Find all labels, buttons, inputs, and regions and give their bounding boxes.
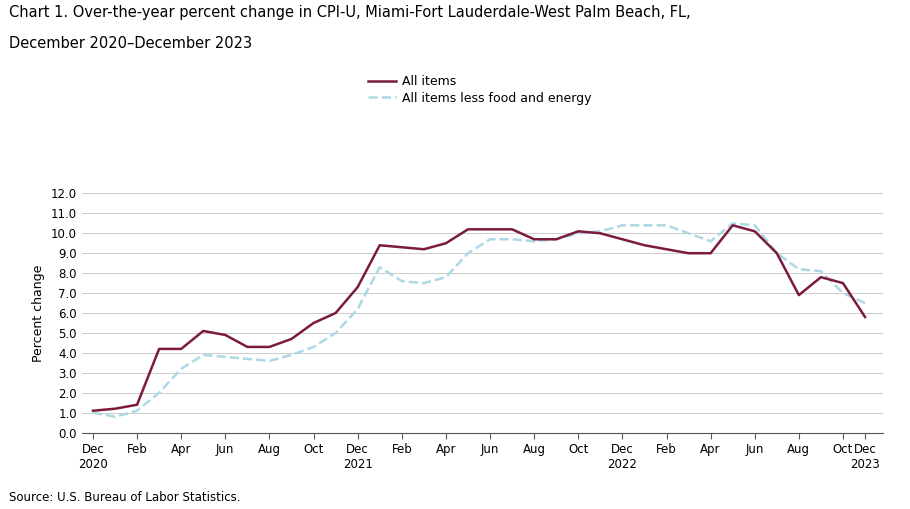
All items — [639, 242, 650, 248]
All items less food and energy — [176, 366, 187, 372]
All items — [374, 242, 385, 248]
All items less food and energy — [242, 356, 253, 362]
All items less food and energy — [705, 238, 716, 244]
All items — [794, 292, 804, 298]
All items less food and energy — [595, 228, 606, 234]
All items less food and energy — [419, 280, 430, 286]
All items — [132, 402, 143, 408]
All items less food and energy — [837, 290, 848, 296]
All items — [772, 250, 783, 257]
Y-axis label: Percent change: Percent change — [33, 264, 46, 362]
Legend: All items, All items less food and energy: All items, All items less food and energ… — [369, 75, 592, 105]
All items less food and energy — [772, 250, 783, 257]
All items — [286, 336, 297, 342]
All items — [837, 280, 848, 286]
All items — [815, 274, 826, 280]
All items less food and energy — [815, 268, 826, 274]
All items less food and energy — [727, 220, 738, 227]
All items — [749, 228, 760, 234]
All items — [595, 230, 606, 236]
All items — [484, 227, 495, 233]
All items less food and energy — [507, 236, 518, 242]
All items — [661, 246, 672, 252]
All items less food and energy — [572, 230, 583, 236]
All items — [572, 228, 583, 234]
All items — [860, 314, 871, 320]
All items less food and energy — [749, 222, 760, 229]
All items less food and energy — [860, 300, 871, 306]
All items less food and energy — [374, 264, 385, 270]
All items less food and energy — [220, 354, 231, 360]
All items — [352, 284, 363, 290]
All items — [727, 222, 738, 229]
All items less food and energy — [462, 250, 473, 257]
All items — [397, 244, 408, 250]
All items — [264, 344, 275, 350]
All items less food and energy — [330, 330, 341, 336]
Line: All items: All items — [93, 225, 865, 411]
All items less food and energy — [397, 278, 408, 284]
All items less food and energy — [551, 236, 561, 242]
All items less food and energy — [286, 352, 297, 358]
All items less food and energy — [308, 344, 319, 350]
All items less food and energy — [794, 266, 804, 272]
All items less food and energy — [529, 238, 540, 244]
All items — [551, 236, 561, 242]
All items less food and energy — [109, 414, 120, 420]
All items — [87, 408, 98, 414]
All items — [529, 236, 540, 242]
All items less food and energy — [87, 410, 98, 416]
All items less food and energy — [617, 222, 628, 229]
All items — [507, 227, 518, 233]
All items less food and energy — [352, 306, 363, 312]
All items — [705, 250, 716, 257]
All items less food and energy — [264, 358, 275, 364]
All items — [220, 332, 231, 338]
All items — [308, 320, 319, 326]
All items less food and energy — [440, 274, 451, 280]
All items — [197, 328, 208, 334]
All items less food and energy — [132, 408, 143, 414]
All items — [242, 344, 253, 350]
All items less food and energy — [154, 390, 165, 396]
All items — [419, 246, 430, 252]
All items — [617, 236, 628, 242]
All items — [462, 227, 473, 233]
All items less food and energy — [661, 222, 672, 229]
All items — [330, 310, 341, 316]
All items less food and energy — [639, 222, 650, 229]
All items — [683, 250, 694, 257]
Text: Source: U.S. Bureau of Labor Statistics.: Source: U.S. Bureau of Labor Statistics. — [9, 491, 240, 504]
All items less food and energy — [683, 230, 694, 236]
Line: All items less food and energy: All items less food and energy — [93, 223, 865, 417]
All items less food and energy — [197, 352, 208, 358]
All items less food and energy — [484, 236, 495, 242]
All items — [109, 406, 120, 412]
Text: Chart 1. Over-the-year percent change in CPI-U, Miami-Fort Lauderdale-West Palm : Chart 1. Over-the-year percent change in… — [9, 5, 691, 20]
All items — [176, 346, 187, 352]
Text: December 2020–December 2023: December 2020–December 2023 — [9, 36, 252, 50]
All items — [440, 240, 451, 246]
All items — [154, 346, 165, 352]
